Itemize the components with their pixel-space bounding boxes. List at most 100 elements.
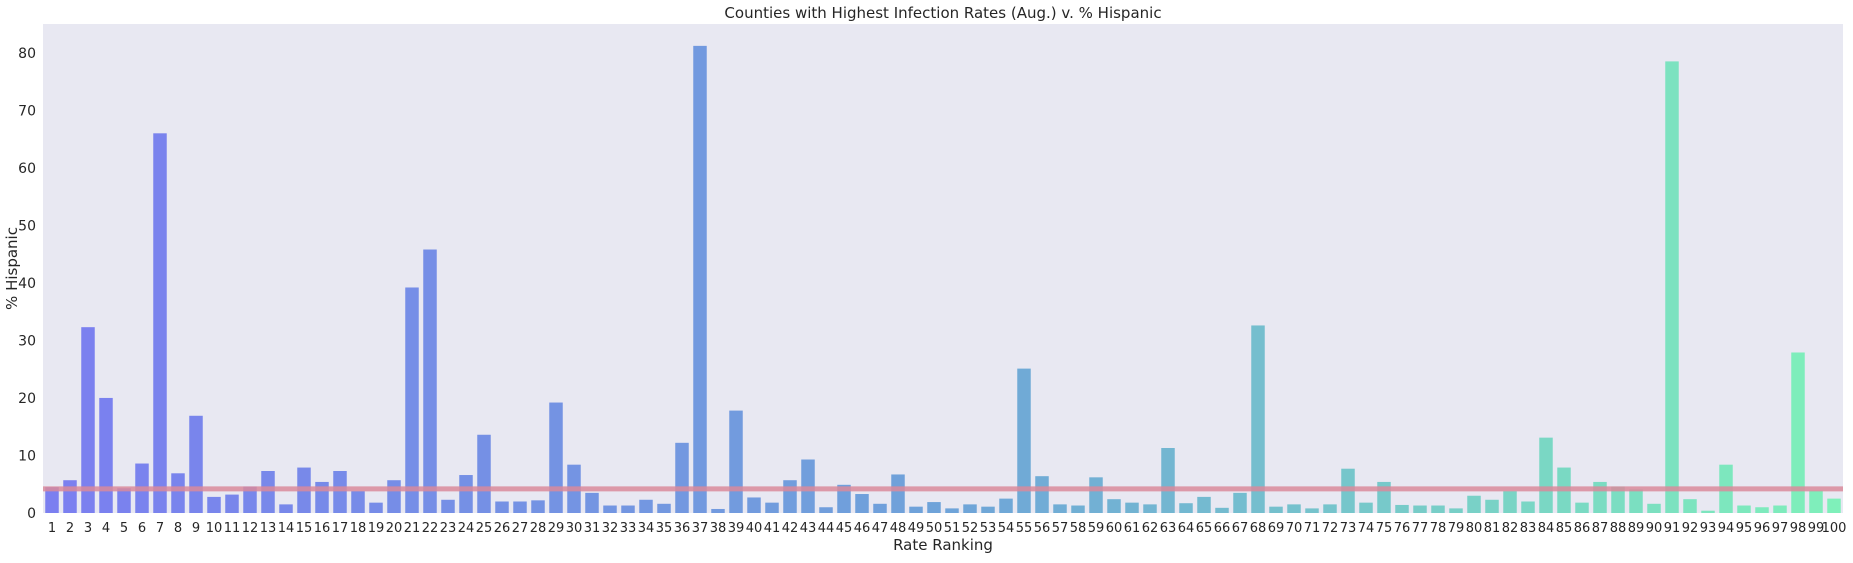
x-tick-label: 2: [66, 521, 74, 536]
bar-66: [1215, 507, 1229, 513]
bar-47: [873, 503, 887, 513]
x-tick-label: 59: [1088, 521, 1105, 536]
bar-55: [1017, 368, 1031, 513]
bar-7: [153, 133, 167, 513]
x-tick-label: 93: [1700, 521, 1717, 536]
x-tick-label: 12: [242, 521, 259, 536]
y-tick-label: 50: [18, 218, 36, 234]
bar-90: [1647, 503, 1661, 513]
x-tick-label: 99: [1808, 521, 1825, 536]
x-tick-label: 29: [548, 521, 565, 536]
bar-79: [1449, 508, 1463, 513]
x-tick-label: 92: [1682, 521, 1699, 536]
bar-24: [459, 475, 473, 513]
x-tick-label: 43: [800, 521, 817, 536]
x-tick-label: 52: [962, 521, 979, 536]
bar-60: [1107, 499, 1121, 513]
bar-97: [1773, 505, 1787, 513]
chart-title: Counties with Highest Infection Rates (A…: [724, 4, 1161, 22]
bar-89: [1629, 489, 1643, 513]
bar-71: [1305, 508, 1319, 513]
bar-37: [693, 45, 707, 513]
bar-72: [1323, 504, 1337, 513]
x-tick-label: 70: [1286, 521, 1303, 536]
x-tick-label: 33: [620, 521, 637, 536]
bar-20: [387, 480, 401, 513]
x-tick-label: 58: [1070, 521, 1087, 536]
x-tick-label: 20: [386, 521, 403, 536]
bar-3: [81, 327, 95, 513]
bar-4: [99, 397, 113, 513]
bar-49: [909, 506, 923, 513]
x-tick-label: 25: [476, 521, 493, 536]
bars-group: [45, 45, 1841, 514]
x-tick-label: 48: [890, 521, 907, 536]
x-tick-label: 73: [1340, 521, 1357, 536]
x-tick-label: 38: [710, 521, 727, 536]
x-tick-label: 47: [872, 521, 889, 536]
bar-53: [981, 506, 995, 513]
bar-32: [603, 505, 617, 513]
x-tick-label: 94: [1718, 521, 1735, 536]
y-tick-label: 60: [18, 161, 36, 177]
bar-42: [783, 480, 797, 513]
bar-67: [1233, 492, 1247, 513]
x-tick-label: 91: [1664, 521, 1681, 536]
x-tick-label: 27: [512, 521, 529, 536]
x-tick-label: 55: [1016, 521, 1033, 536]
x-tick-label: 95: [1736, 521, 1753, 536]
x-tick-label: 86: [1574, 521, 1591, 536]
x-tick-label: 71: [1304, 521, 1321, 536]
bar-92: [1683, 499, 1697, 513]
y-tick-label: 70: [18, 103, 36, 119]
bar-40: [747, 497, 761, 513]
bar-52: [963, 504, 977, 513]
x-tick-label: 9: [192, 521, 200, 536]
bar-17: [333, 471, 347, 513]
x-tick-label: 26: [494, 521, 511, 536]
bar-58: [1071, 505, 1085, 513]
bar-43: [801, 459, 815, 513]
y-tick-label: 20: [18, 391, 36, 407]
bar-2: [63, 480, 77, 513]
x-tick-label: 81: [1484, 521, 1501, 536]
bar-98: [1791, 352, 1805, 513]
bar-18: [351, 491, 365, 513]
x-tick-label: 44: [818, 521, 835, 536]
bar-63: [1161, 447, 1175, 513]
x-tick-label: 23: [440, 521, 457, 536]
x-tick-label: 4: [102, 521, 110, 536]
x-tick-label: 49: [908, 521, 925, 536]
x-tick-label: 54: [998, 521, 1015, 536]
x-tick-label: 61: [1124, 521, 1141, 536]
bar-95: [1737, 505, 1751, 513]
x-tick-label: 66: [1214, 521, 1231, 536]
x-tick-label: 72: [1322, 521, 1339, 536]
x-tick-label: 79: [1448, 521, 1465, 536]
x-tick-label: 15: [296, 521, 313, 536]
x-tick-label: 84: [1538, 521, 1555, 536]
bar-19: [369, 502, 383, 513]
y-tick-label: 30: [18, 333, 36, 349]
bar-10: [207, 496, 221, 513]
bar-78: [1431, 505, 1445, 513]
bar-59: [1089, 477, 1103, 513]
x-tick-label: 50: [926, 521, 943, 536]
y-tick-label: 40: [18, 276, 36, 292]
x-tick-label: 21: [404, 521, 421, 536]
x-tick-label: 68: [1250, 521, 1267, 536]
x-tick-label: 28: [530, 521, 547, 536]
x-tick-label: 18: [350, 521, 367, 536]
bar-80: [1467, 495, 1481, 513]
bar-22: [423, 249, 437, 513]
bar-5: [117, 488, 131, 513]
bar-100: [1827, 498, 1841, 513]
x-tick-label: 98: [1790, 521, 1807, 536]
y-tick-label: 0: [27, 506, 36, 522]
x-tick-label: 5: [120, 521, 128, 536]
bar-51: [945, 508, 959, 513]
x-tick-label: 78: [1430, 521, 1447, 536]
bar-45: [837, 484, 851, 513]
x-tick-label: 96: [1754, 521, 1771, 536]
